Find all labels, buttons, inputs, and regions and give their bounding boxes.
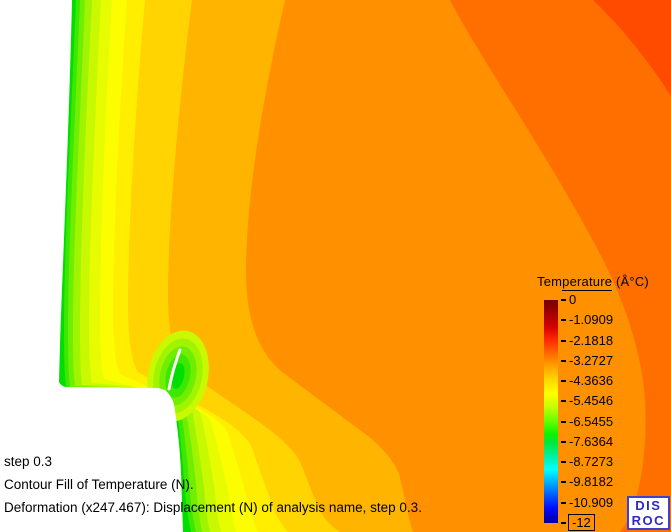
- legend-value: -10.909: [569, 494, 614, 510]
- status-deformation: Deformation (x247.467): Displacement (N)…: [4, 500, 422, 515]
- legend-tick: [561, 359, 566, 362]
- legend-tick: [561, 339, 566, 342]
- legend-value: -12: [568, 514, 595, 531]
- legend-value: -4.3636: [569, 373, 614, 389]
- legend-value: -9.8182: [569, 474, 614, 490]
- legend-tick: [561, 400, 566, 403]
- legend-tick: [561, 420, 566, 423]
- legend-value: -8.7273: [569, 454, 614, 470]
- status-step: step 0.3: [4, 454, 53, 469]
- disroc-logo: DIS ROC: [626, 496, 670, 530]
- open-joint-crack: [167, 348, 182, 391]
- legend-tick: [561, 461, 566, 464]
- legend-tick: [561, 522, 566, 524]
- legend-value: -2.1818: [569, 332, 614, 348]
- legend-title-pre: Tem: [537, 274, 563, 289]
- legend-tick: [561, 299, 566, 301]
- legend-tick: [561, 319, 566, 322]
- legend-tick: [561, 440, 566, 443]
- legend-value: -3.2727: [569, 352, 614, 368]
- legend-tick: [561, 501, 566, 504]
- legend-title-underlined: perature: [562, 274, 613, 291]
- legend-value: -1.0909: [569, 312, 614, 328]
- legend-value: -6.5455: [569, 413, 614, 429]
- contour-band-12: [593, 0, 671, 96]
- logo-line1: DIS: [635, 498, 662, 513]
- legend-panel: Temperature (Å°C) 0 -1.0909 -2.1818 -3.2727…: [537, 274, 671, 531]
- excavation-region: [0, 0, 183, 532]
- legend-tick: [561, 481, 566, 484]
- legend-value: -5.4546: [569, 393, 614, 409]
- legend-title-unit: (Å°C): [612, 274, 649, 289]
- logo-line2: ROC: [631, 513, 665, 528]
- legend-value: -7.6364: [569, 433, 614, 449]
- status-result: Contour Fill of Temperature (N).: [4, 477, 194, 492]
- legend-tick: [561, 380, 566, 383]
- legend-title: Temperature (Å°C): [537, 274, 671, 291]
- contour-band-11: [450, 0, 671, 532]
- status-lines: step 0.3 Contour Fill of Temperature (N)…: [4, 450, 422, 519]
- legend-value: 0: [569, 292, 577, 307]
- legend-colorbar: [544, 300, 558, 523]
